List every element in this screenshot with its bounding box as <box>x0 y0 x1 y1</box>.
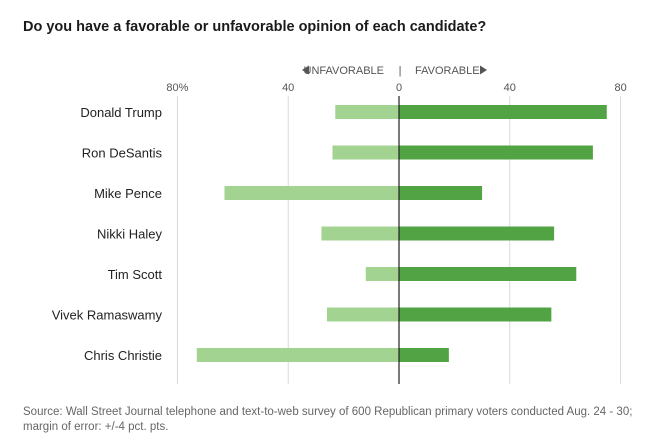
bar-unfavorable <box>196 348 399 362</box>
bar-favorable <box>399 226 555 241</box>
legend-separator: | <box>399 65 402 77</box>
bar-unfavorable <box>224 186 399 200</box>
left-arrow-icon <box>302 65 309 75</box>
x-axis-ticks: 80% 40 0 40 80 <box>166 82 626 94</box>
bar-favorable <box>399 186 483 200</box>
source-note: Source: Wall Street Journal telephone an… <box>23 406 633 433</box>
bar-favorable <box>399 348 449 362</box>
category-label: Vivek Ramaswamy <box>52 308 163 323</box>
bar-favorable <box>399 105 607 119</box>
bar-favorable <box>399 307 552 322</box>
bars <box>196 105 607 362</box>
category-label: Nikki Haley <box>97 227 163 242</box>
category-label: Ron DeSantis <box>82 146 163 161</box>
category-labels: Donald Trump Ron DeSantis Mike Pence Nikki … <box>52 105 163 363</box>
bar-favorable <box>399 267 577 281</box>
chart-title: Do you have a favorable or unfavorable o… <box>23 19 487 35</box>
x-tick-label: 0 <box>396 82 402 94</box>
legend-favorable: FAVORABLE <box>415 65 480 77</box>
x-tick-label: 80% <box>166 82 188 94</box>
category-label: Mike Pence <box>94 186 162 201</box>
right-arrow-icon <box>480 65 487 75</box>
bar-favorable <box>399 145 593 160</box>
bar-unfavorable <box>321 226 399 241</box>
legend: UNFAVORABLE | FAVORABLE <box>302 65 487 77</box>
legend-unfavorable: UNFAVORABLE <box>304 65 385 77</box>
bar-unfavorable <box>335 105 399 119</box>
category-label: Donald Trump <box>80 105 162 120</box>
x-tick-label: 40 <box>504 82 516 94</box>
bar-unfavorable <box>365 267 399 281</box>
bar-unfavorable <box>326 307 399 322</box>
x-tick-label: 40 <box>282 82 294 94</box>
category-label: Chris Christie <box>84 348 162 363</box>
bar-unfavorable <box>332 145 399 160</box>
x-tick-label: 80 <box>614 82 626 94</box>
category-label: Tim Scott <box>108 267 163 282</box>
